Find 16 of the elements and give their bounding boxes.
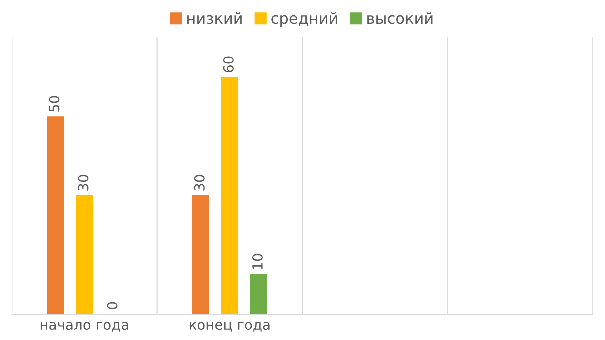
x-tick-label: начало года — [40, 322, 128, 332]
bar — [221, 77, 238, 314]
data-label: 10 — [252, 254, 263, 270]
bar — [47, 116, 64, 314]
x-tick-label: конец года — [190, 322, 270, 332]
data-label: 30 — [78, 175, 89, 191]
bar — [192, 196, 210, 314]
data-label: 50 — [49, 96, 60, 112]
legend-label: высокий — [368, 12, 433, 24]
bar — [76, 196, 94, 314]
bar — [250, 274, 268, 314]
legend-label: средний — [272, 12, 338, 28]
data-label: 30 — [194, 175, 205, 191]
data-label: 0 — [107, 302, 118, 310]
legend-label: низкий — [188, 12, 242, 24]
data-label: 60 — [223, 56, 234, 73]
